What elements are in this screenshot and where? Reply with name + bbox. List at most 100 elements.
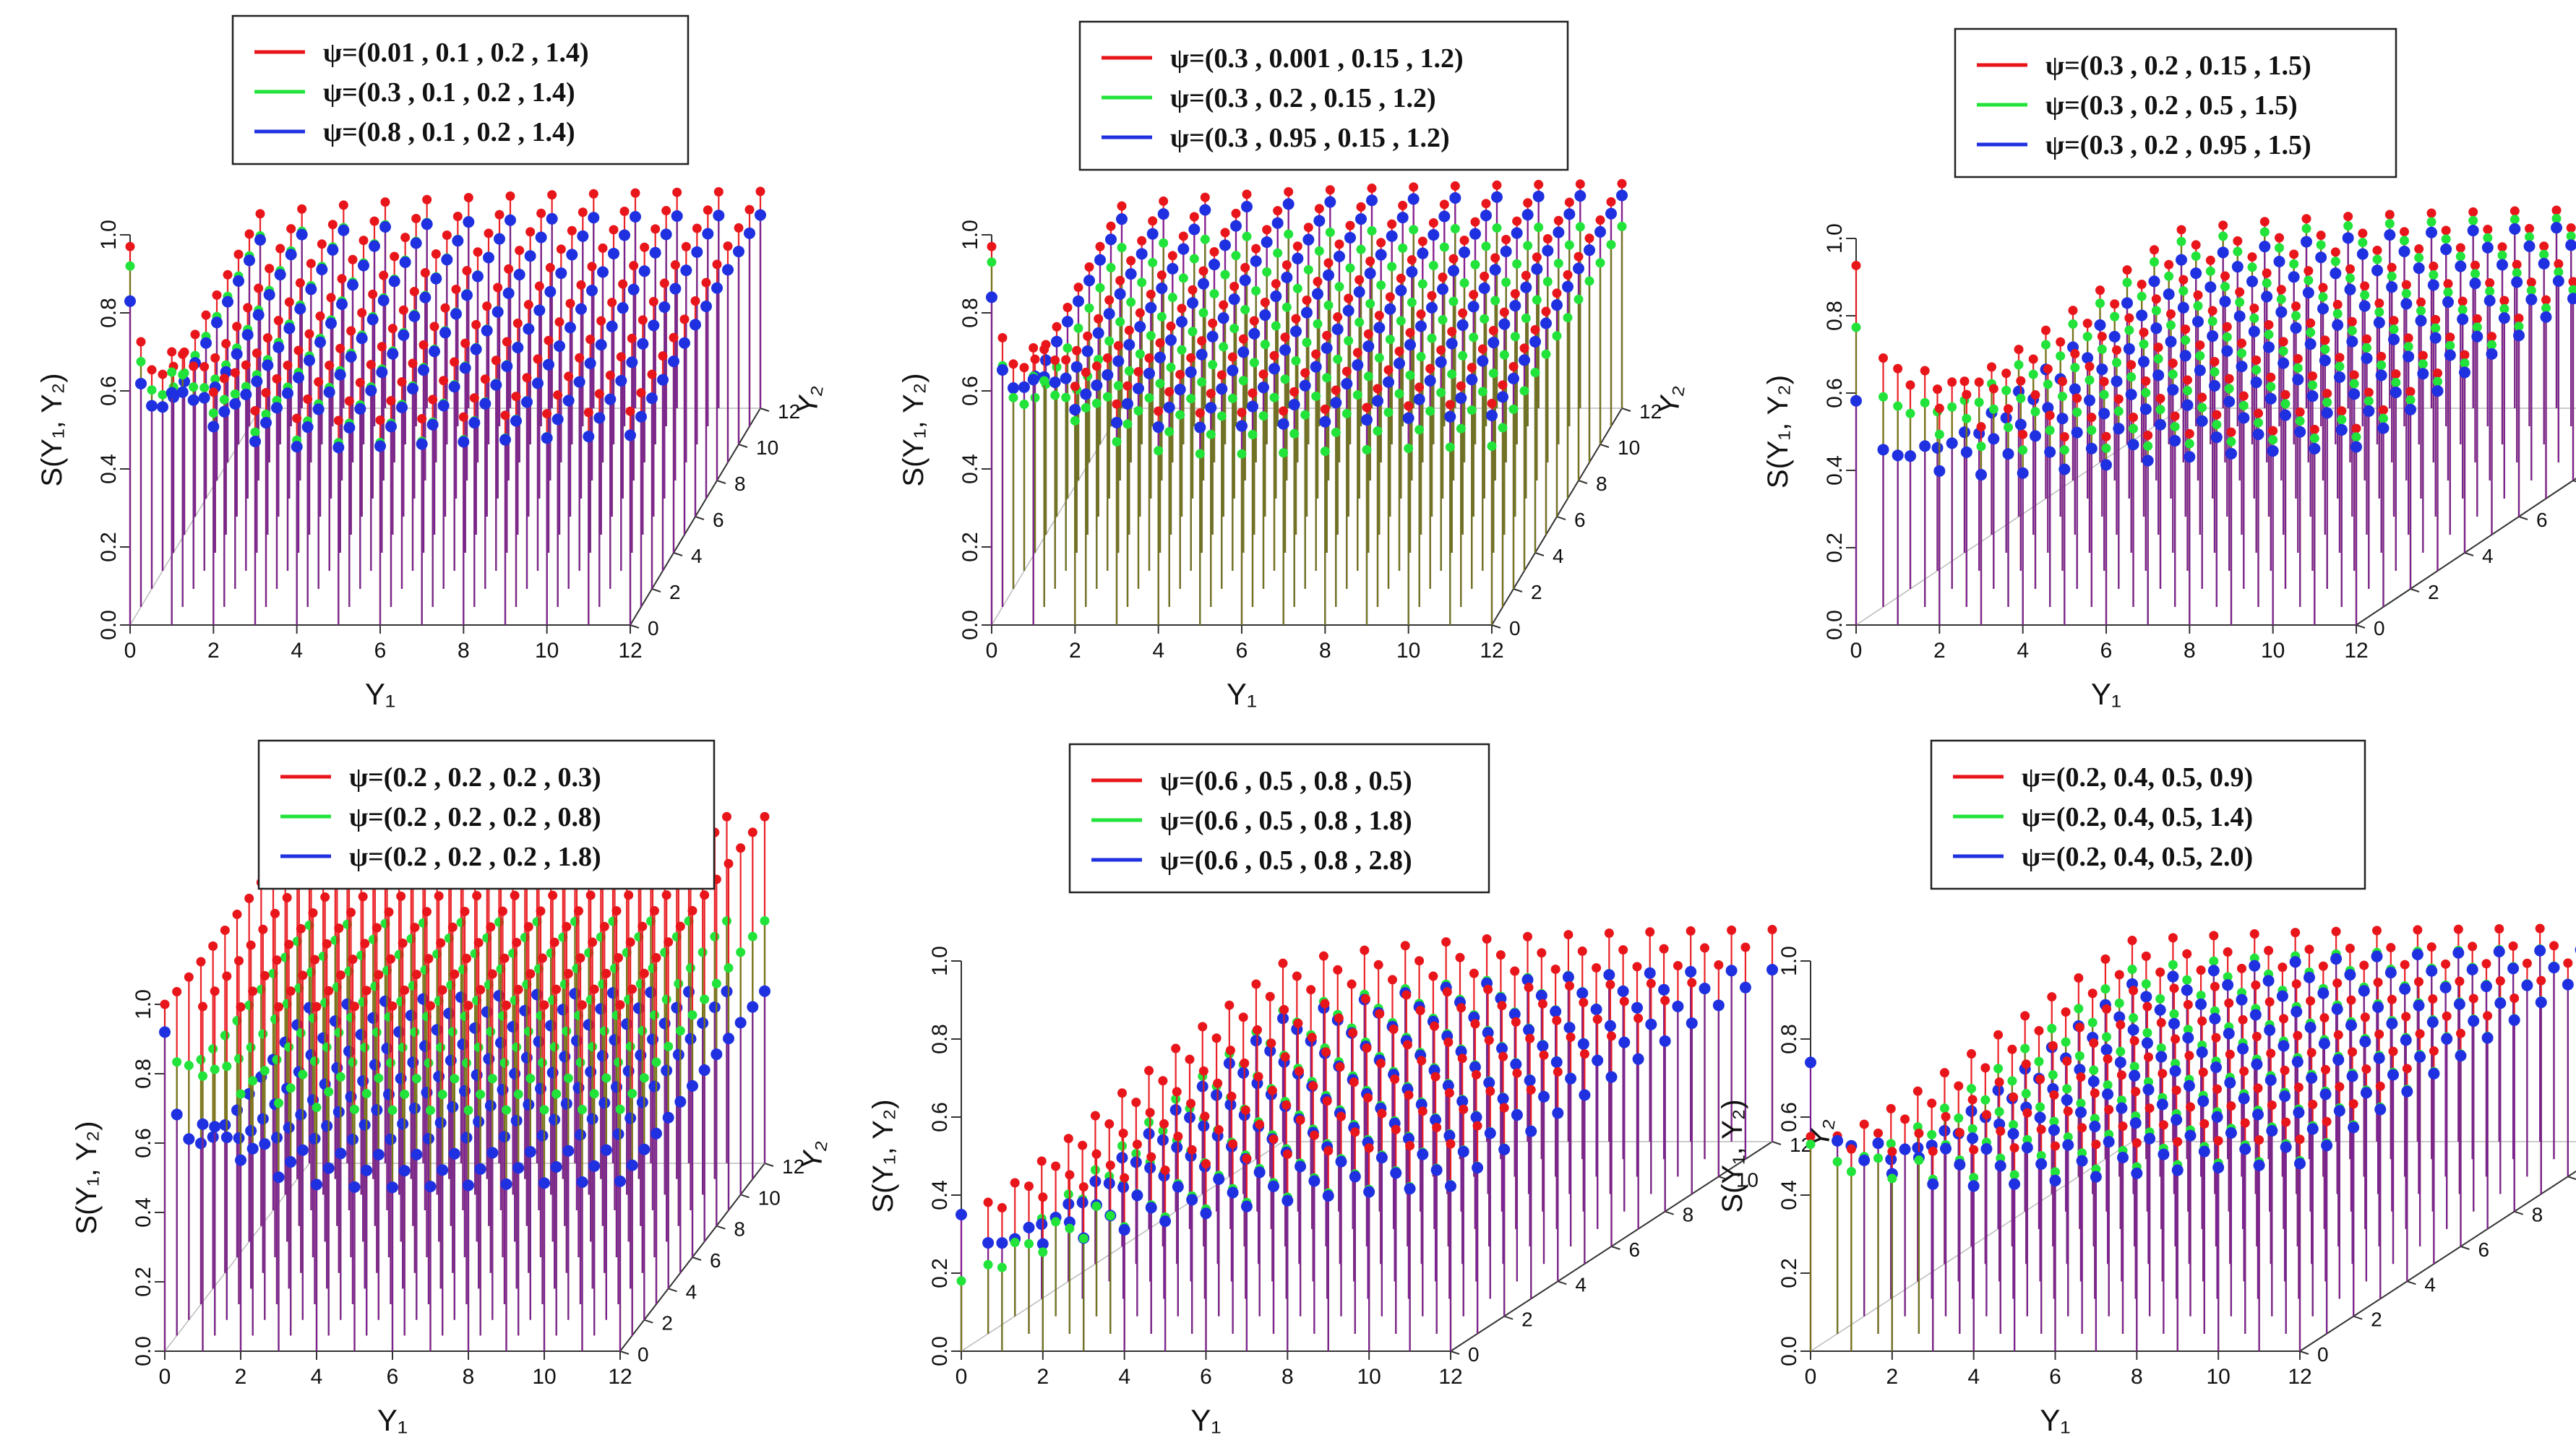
point-green bbox=[1220, 270, 1230, 280]
point-red bbox=[1592, 962, 1602, 973]
point-red bbox=[2554, 259, 2564, 269]
point-red bbox=[397, 377, 407, 387]
point-red bbox=[2226, 427, 2236, 437]
point-green bbox=[539, 1105, 549, 1115]
point-red bbox=[1383, 365, 1394, 375]
point-green bbox=[436, 1043, 446, 1053]
point-green bbox=[437, 1090, 447, 1100]
point-red bbox=[1414, 382, 1425, 392]
point-blue bbox=[2263, 341, 2275, 353]
point-blue bbox=[1562, 971, 1574, 983]
point-green bbox=[2141, 388, 2151, 398]
point-blue bbox=[1529, 335, 1541, 348]
point-red bbox=[1374, 311, 1384, 321]
point-blue bbox=[259, 1138, 271, 1150]
point-red bbox=[609, 225, 619, 235]
point-blue bbox=[348, 1181, 361, 1193]
point-red bbox=[1401, 990, 1412, 1000]
point-blue bbox=[2138, 355, 2150, 368]
point-blue bbox=[1227, 364, 1239, 376]
point-red bbox=[1159, 196, 1169, 206]
point-red bbox=[324, 986, 334, 996]
point-green bbox=[1146, 331, 1156, 341]
point-green bbox=[1976, 441, 1986, 452]
point-red bbox=[390, 251, 400, 262]
point-green bbox=[1416, 352, 1426, 362]
point-red bbox=[1458, 308, 1468, 318]
point-blue bbox=[2096, 363, 2108, 376]
point-blue bbox=[246, 1142, 259, 1155]
point-red bbox=[422, 907, 432, 917]
point-red bbox=[2137, 280, 2147, 290]
point-green bbox=[296, 1028, 306, 1038]
point-blue bbox=[450, 308, 462, 320]
point-red bbox=[1280, 1052, 1290, 1062]
point-blue bbox=[282, 387, 293, 400]
point-green bbox=[1249, 358, 1259, 368]
z-tick-label: 4 bbox=[1553, 545, 1564, 567]
point-blue bbox=[2210, 431, 2223, 444]
point-blue bbox=[359, 1119, 371, 1131]
x-tick-label: 12 bbox=[1438, 1365, 1462, 1389]
point-green bbox=[1394, 389, 1404, 399]
point-green bbox=[2400, 236, 2409, 246]
point-green bbox=[2431, 323, 2441, 333]
point-green bbox=[2137, 291, 2147, 301]
z-axis-title: Y₂ bbox=[791, 382, 828, 417]
point-red bbox=[484, 228, 494, 238]
point-blue bbox=[2192, 316, 2204, 328]
point-green bbox=[2041, 340, 2051, 350]
point-blue bbox=[1386, 230, 1398, 242]
point-green bbox=[2110, 311, 2120, 322]
point-green bbox=[1158, 1126, 1168, 1136]
point-blue bbox=[460, 1132, 473, 1144]
point-blue bbox=[222, 296, 233, 308]
point-green bbox=[259, 1066, 270, 1076]
point-blue bbox=[1070, 361, 1083, 373]
point-blue bbox=[1146, 228, 1159, 240]
point-green bbox=[1438, 315, 1448, 325]
point-red bbox=[1171, 1043, 1181, 1053]
point-blue bbox=[166, 387, 178, 399]
point-red bbox=[545, 262, 555, 272]
point-green bbox=[324, 1087, 334, 1097]
point-red bbox=[1469, 968, 1479, 978]
x-tick-label: 6 bbox=[1236, 639, 1248, 663]
point-red bbox=[1905, 380, 1915, 390]
point-blue bbox=[231, 348, 243, 360]
point-blue bbox=[1281, 271, 1293, 283]
point-blue bbox=[606, 320, 618, 332]
point-blue bbox=[615, 374, 627, 387]
point-red bbox=[1974, 377, 1984, 387]
point-red bbox=[212, 290, 222, 300]
point-red bbox=[1104, 295, 1115, 305]
point-blue bbox=[1491, 191, 1503, 203]
point-red bbox=[551, 984, 562, 994]
point-blue bbox=[1008, 382, 1019, 395]
point-blue bbox=[1686, 1017, 1698, 1030]
point-red bbox=[1398, 200, 1408, 210]
point-red bbox=[2193, 290, 2203, 300]
point-blue bbox=[2294, 426, 2306, 438]
point-blue bbox=[176, 386, 189, 398]
chart-panel-2: 0.00.20.40.60.81.00 2 4 6 8 10 12024681012S(Y₁… bbox=[898, 20, 1689, 711]
point-green bbox=[1091, 398, 1102, 408]
z-tick bbox=[619, 1350, 630, 1355]
point-red bbox=[2251, 355, 2262, 365]
point-blue bbox=[1919, 440, 1931, 452]
point-green bbox=[2045, 426, 2055, 436]
point-blue bbox=[684, 1033, 697, 1045]
point-blue bbox=[549, 1113, 561, 1126]
point-blue bbox=[2431, 385, 2444, 397]
point-red bbox=[2059, 431, 2069, 441]
point-red bbox=[1487, 398, 1497, 408]
point-blue bbox=[334, 369, 346, 381]
point-red bbox=[358, 892, 368, 902]
point-red bbox=[447, 922, 458, 932]
point-red bbox=[1348, 1027, 1358, 1038]
point-red bbox=[210, 353, 220, 363]
point-red bbox=[398, 305, 408, 315]
point-blue bbox=[1199, 204, 1211, 216]
point-green bbox=[210, 1064, 220, 1074]
point-red bbox=[611, 906, 622, 916]
